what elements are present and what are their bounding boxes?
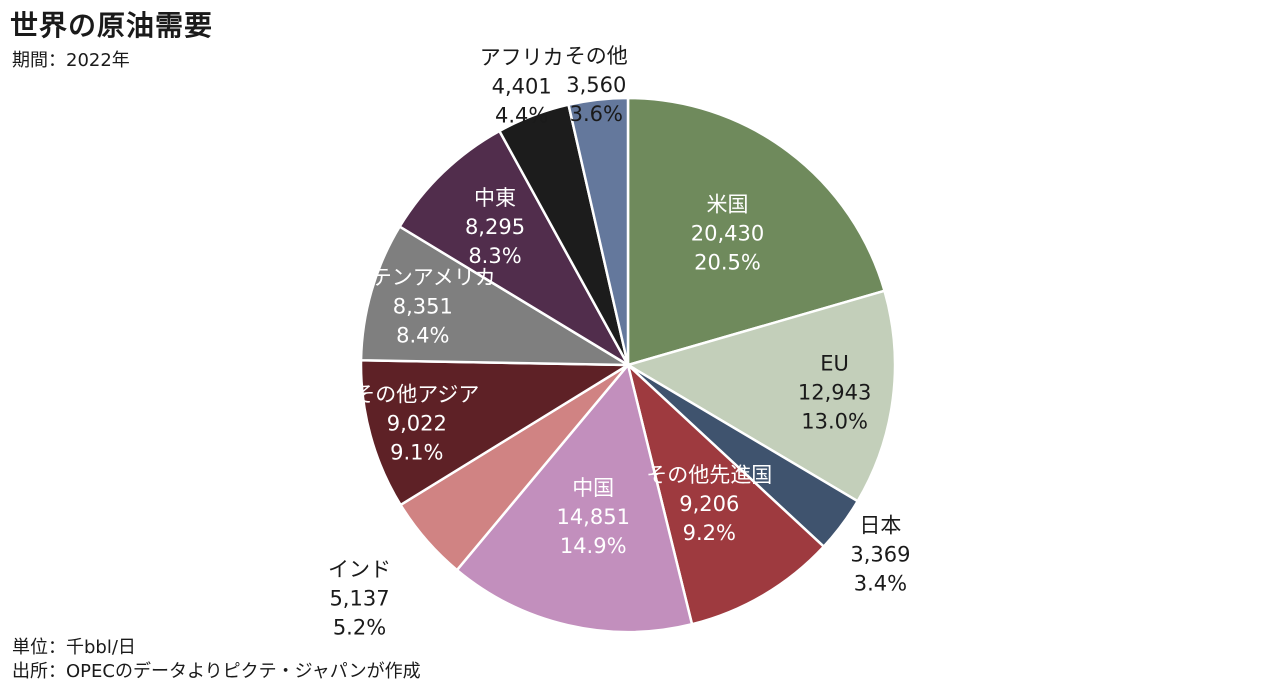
slice-value: 4,401: [492, 75, 552, 99]
pie-slice: [455, 362, 694, 634]
slice-label: アフリカ: [480, 46, 564, 70]
slice-value: 3,560: [566, 73, 626, 97]
slice-value: 9,206: [679, 492, 739, 516]
slice-value: 9,022: [387, 412, 447, 436]
slice-value: 5,137: [329, 586, 389, 610]
source-note: 出所：OPECのデータよりピクテ・ジャパンが作成: [12, 661, 421, 682]
slice-label: 中国: [572, 476, 614, 500]
slice-percent: 3.6%: [570, 102, 623, 126]
slice-percent: 4.4%: [495, 104, 548, 128]
slice-value: 3,369: [850, 543, 910, 567]
slice-label: EU: [820, 351, 849, 375]
slice-value: 8,351: [393, 295, 453, 319]
slice-label: インド: [328, 557, 391, 581]
pie-slice: [397, 129, 632, 369]
pie-slice: [359, 358, 633, 507]
slice-label: その他: [565, 44, 628, 68]
slice-label: 中東: [474, 186, 516, 210]
slice-label: その他先進国: [646, 463, 772, 487]
slice-label: 日本: [859, 514, 901, 538]
slice-value: 8,295: [465, 215, 525, 239]
slice-label: 米国: [707, 193, 749, 217]
slice-percent: 9.1%: [390, 441, 443, 465]
slice-value: 20,430: [691, 222, 764, 246]
slice-percent: 13.0%: [801, 409, 868, 433]
slice-percent: 20.5%: [694, 251, 761, 275]
slice-percent: 9.2%: [683, 521, 736, 545]
pie-slice: [626, 96, 887, 367]
slice-percent: 5.2%: [333, 615, 386, 639]
pie-slice: [624, 289, 897, 503]
slice-value: 14,851: [556, 505, 629, 529]
slice-percent: 8.3%: [468, 244, 521, 268]
slice-label: ラテンアメリカ: [350, 266, 496, 290]
slice-value: 12,943: [798, 380, 871, 404]
slice-percent: 3.4%: [854, 572, 907, 596]
slice-percent: 8.4%: [396, 324, 449, 348]
period-label: 期間：2022年: [12, 50, 130, 71]
slice-percent: 14.9%: [560, 534, 627, 558]
pie-slice: [567, 96, 630, 366]
unit-note: 単位：千bbl/日: [12, 637, 136, 658]
slice-label: その他アジア: [354, 383, 479, 407]
pie-slice: [359, 224, 633, 367]
chart-title: 世界の原油需要: [10, 9, 214, 42]
